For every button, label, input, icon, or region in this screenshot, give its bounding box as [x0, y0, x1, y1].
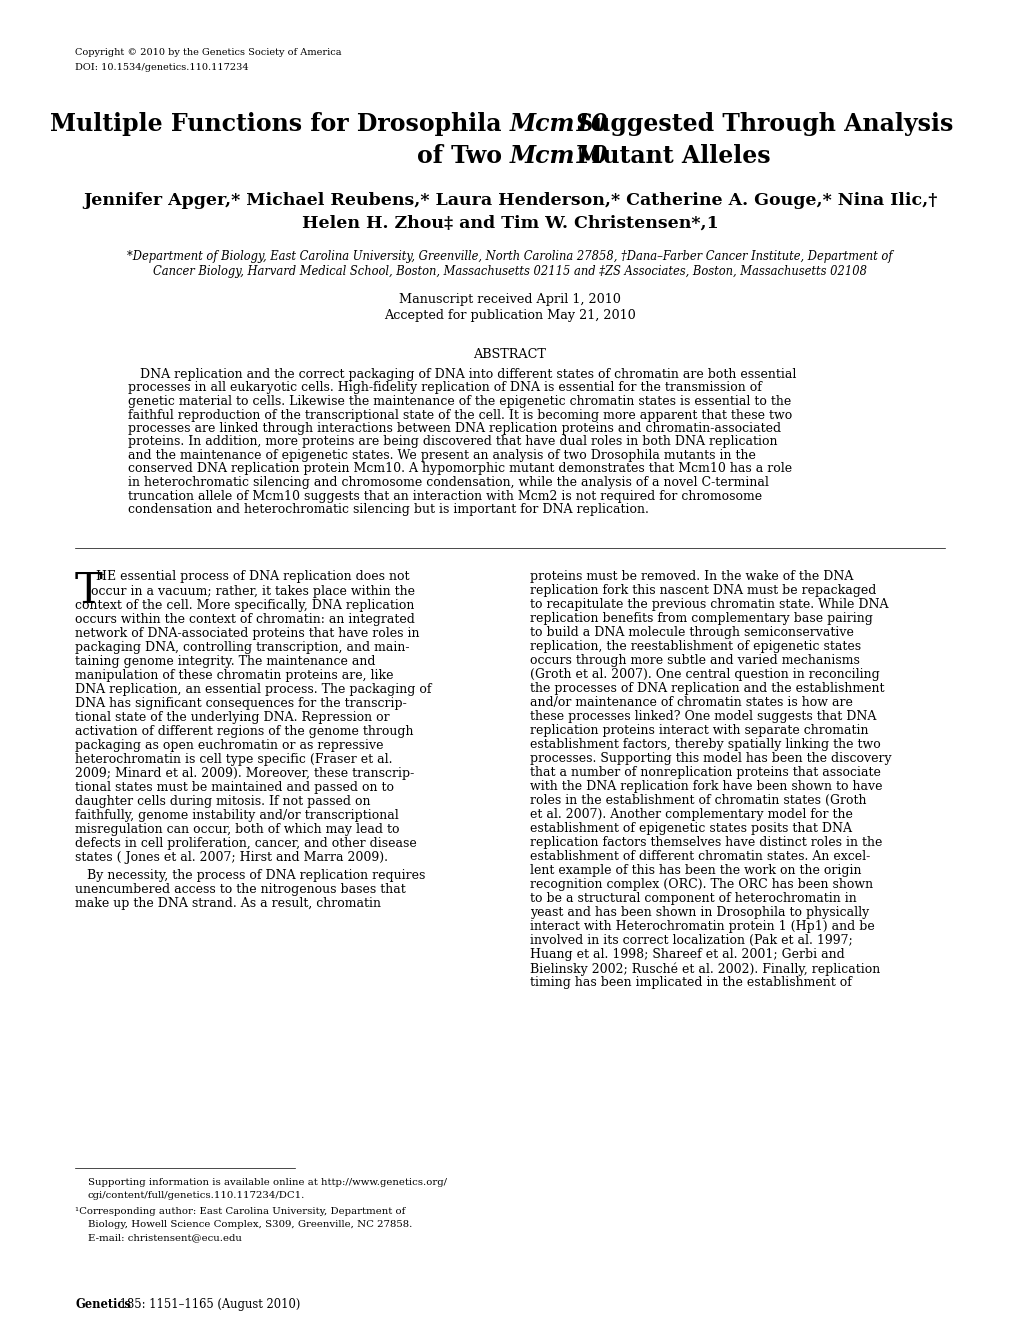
Text: faithful reproduction of the transcriptional state of the cell. It is becoming m: faithful reproduction of the transcripti… — [127, 409, 792, 421]
Text: replication factors themselves have distinct roles in the: replication factors themselves have dist… — [530, 835, 881, 849]
Text: roles in the establishment of chromatin states (Groth: roles in the establishment of chromatin … — [530, 794, 866, 808]
Text: Mcm10: Mcm10 — [510, 144, 608, 168]
Text: establishment factors, thereby spatially linking the two: establishment factors, thereby spatially… — [530, 737, 879, 751]
Text: with the DNA replication fork have been shown to have: with the DNA replication fork have been … — [530, 780, 881, 793]
Text: *Department of Biology, East Carolina University, Greenville, North Carolina 278: *Department of Biology, East Carolina Un… — [127, 250, 892, 263]
Text: Genetics: Genetics — [75, 1298, 130, 1311]
Text: processes. Supporting this model has been the discovery: processes. Supporting this model has bee… — [530, 752, 891, 765]
Text: condensation and heterochromatic silencing but is important for DNA replication.: condensation and heterochromatic silenci… — [127, 503, 648, 516]
Text: interact with Heterochromatin protein 1 (Hp1) and be: interact with Heterochromatin protein 1 … — [530, 920, 874, 933]
Text: replication proteins interact with separate chromatin: replication proteins interact with separ… — [530, 724, 867, 737]
Text: occur in a vacuum; rather, it takes place within the: occur in a vacuum; rather, it takes plac… — [75, 584, 415, 597]
Text: T: T — [75, 571, 103, 612]
Text: cgi/content/full/genetics.110.117234/DC1.: cgi/content/full/genetics.110.117234/DC1… — [88, 1192, 305, 1200]
Text: DOI: 10.1534/genetics.110.117234: DOI: 10.1534/genetics.110.117234 — [75, 64, 249, 71]
Text: these processes linked? One model suggests that DNA: these processes linked? One model sugges… — [530, 710, 875, 723]
Text: ABSTRACT: ABSTRACT — [473, 348, 546, 361]
Text: Jennifer Apger,* Michael Reubens,* Laura Henderson,* Catherine A. Gouge,* Nina I: Jennifer Apger,* Michael Reubens,* Laura… — [83, 192, 936, 209]
Text: et al. 2007). Another complementary model for the: et al. 2007). Another complementary mode… — [530, 808, 852, 821]
Text: Bielinsky 2002; Rusché et al. 2002). Finally, replication: Bielinsky 2002; Rusché et al. 2002). Fin… — [530, 963, 879, 976]
Text: proteins must be removed. In the wake of the DNA: proteins must be removed. In the wake of… — [530, 571, 853, 583]
Text: tional states must be maintained and passed on to: tional states must be maintained and pas… — [75, 781, 393, 793]
Text: states ( Jones et al. 2007; Hirst and Marra 2009).: states ( Jones et al. 2007; Hirst and Ma… — [75, 850, 387, 863]
Text: and/or maintenance of chromatin states is how are: and/or maintenance of chromatin states i… — [530, 696, 852, 708]
Text: packaging DNA, controlling transcription, and main-: packaging DNA, controlling transcription… — [75, 641, 409, 654]
Text: establishment of epigenetic states posits that DNA: establishment of epigenetic states posit… — [530, 822, 851, 835]
Text: activation of different regions of the genome through: activation of different regions of the g… — [75, 724, 413, 737]
Text: Mcm10: Mcm10 — [510, 113, 608, 136]
Text: Cancer Biology, Harvard Medical School, Boston, Massachusetts 02115 and ‡ZS Asso: Cancer Biology, Harvard Medical School, … — [153, 265, 866, 278]
Text: Supporting information is available online at http://www.genetics.org/: Supporting information is available onli… — [88, 1178, 446, 1188]
Text: (Groth et al. 2007). One central question in reconciling: (Groth et al. 2007). One central questio… — [530, 669, 879, 681]
Text: Multiple Functions for Drosophila: Multiple Functions for Drosophila — [50, 113, 510, 136]
Text: ¹Corresponding author: East Carolina University, Department of: ¹Corresponding author: East Carolina Uni… — [75, 1207, 405, 1215]
Text: Suggested Through Analysis: Suggested Through Analysis — [568, 113, 953, 136]
Text: manipulation of these chromatin proteins are, like: manipulation of these chromatin proteins… — [75, 669, 393, 682]
Text: 2009; Minard et al. 2009). Moreover, these transcrip-: 2009; Minard et al. 2009). Moreover, the… — [75, 767, 414, 780]
Text: replication fork this nascent DNA must be repackaged: replication fork this nascent DNA must b… — [530, 584, 875, 597]
Text: conserved DNA replication protein Mcm10. A hypomorphic mutant demonstrates that : conserved DNA replication protein Mcm10.… — [127, 462, 792, 475]
Text: timing has been implicated in the establishment of: timing has been implicated in the establ… — [530, 976, 851, 989]
Text: genetic material to cells. Likewise the maintenance of the epigenetic chromatin : genetic material to cells. Likewise the … — [127, 395, 791, 408]
Text: establishment of different chromatin states. An excel-: establishment of different chromatin sta… — [530, 850, 869, 863]
Text: make up the DNA strand. As a result, chromatin: make up the DNA strand. As a result, chr… — [75, 898, 381, 911]
Text: unencumbered access to the nitrogenous bases that: unencumbered access to the nitrogenous b… — [75, 883, 406, 896]
Text: E-mail: christensent@ecu.edu: E-mail: christensent@ecu.edu — [88, 1233, 242, 1242]
Text: 185: 1151–1165 (August 2010): 185: 1151–1165 (August 2010) — [116, 1298, 300, 1311]
Text: replication, the reestablishment of epigenetic states: replication, the reestablishment of epig… — [530, 639, 860, 653]
Text: misregulation can occur, both of which may lead to: misregulation can occur, both of which m… — [75, 822, 399, 835]
Text: Mutant Alleles: Mutant Alleles — [568, 144, 770, 168]
Text: that a number of nonreplication proteins that associate: that a number of nonreplication proteins… — [530, 767, 880, 779]
Text: Biology, Howell Science Complex, S309, Greenville, NC 27858.: Biology, Howell Science Complex, S309, G… — [88, 1219, 412, 1229]
Text: to build a DNA molecule through semiconservative: to build a DNA molecule through semicons… — [530, 626, 853, 639]
Text: processes in all eukaryotic cells. High-fidelity replication of DNA is essential: processes in all eukaryotic cells. High-… — [127, 381, 761, 395]
Text: daughter cells during mitosis. If not passed on: daughter cells during mitosis. If not pa… — [75, 794, 370, 808]
Text: the processes of DNA replication and the establishment: the processes of DNA replication and the… — [530, 682, 883, 695]
Text: involved in its correct localization (Pak et al. 1997;: involved in its correct localization (Pa… — [530, 933, 852, 947]
Text: truncation allele of Mcm10 suggests that an interaction with Mcm2 is not require: truncation allele of Mcm10 suggests that… — [127, 490, 761, 503]
Text: defects in cell proliferation, cancer, and other disease: defects in cell proliferation, cancer, a… — [75, 837, 417, 850]
Text: to recapitulate the previous chromatin state. While DNA: to recapitulate the previous chromatin s… — [530, 598, 888, 610]
Text: processes are linked through interactions between DNA replication proteins and c: processes are linked through interaction… — [127, 422, 781, 436]
Text: Accepted for publication May 21, 2010: Accepted for publication May 21, 2010 — [384, 308, 635, 322]
Text: By necessity, the process of DNA replication requires: By necessity, the process of DNA replica… — [75, 870, 425, 883]
Text: taining genome integrity. The maintenance and: taining genome integrity. The maintenanc… — [75, 654, 375, 667]
Text: in heterochromatic silencing and chromosome condensation, while the analysis of : in heterochromatic silencing and chromos… — [127, 477, 768, 489]
Text: context of the cell. More specifically, DNA replication: context of the cell. More specifically, … — [75, 598, 414, 612]
Text: lent example of this has been the work on the origin: lent example of this has been the work o… — [530, 865, 861, 876]
Text: faithfully, genome instability and/or transcriptional: faithfully, genome instability and/or tr… — [75, 809, 398, 821]
Text: replication benefits from complementary base pairing: replication benefits from complementary … — [530, 612, 872, 625]
Text: DNA replication and the correct packaging of DNA into different states of chroma: DNA replication and the correct packagin… — [127, 368, 796, 381]
Text: Helen H. Zhou‡ and Tim W. Christensen*,1: Helen H. Zhou‡ and Tim W. Christensen*,1 — [302, 214, 717, 232]
Text: occurs within the context of chromatin: an integrated: occurs within the context of chromatin: … — [75, 613, 415, 625]
Text: yeast and has been shown in Drosophila to physically: yeast and has been shown in Drosophila t… — [530, 906, 868, 919]
Text: recognition complex (ORC). The ORC has been shown: recognition complex (ORC). The ORC has b… — [530, 878, 872, 891]
Text: Manuscript received April 1, 2010: Manuscript received April 1, 2010 — [398, 293, 621, 306]
Text: DNA has significant consequences for the transcrip-: DNA has significant consequences for the… — [75, 696, 407, 710]
Text: proteins. In addition, more proteins are being discovered that have dual roles i: proteins. In addition, more proteins are… — [127, 436, 776, 449]
Text: heterochromatin is cell type specific (Fraser et al.: heterochromatin is cell type specific (F… — [75, 752, 392, 765]
Text: network of DNA-associated proteins that have roles in: network of DNA-associated proteins that … — [75, 626, 419, 639]
Text: of Two: of Two — [417, 144, 510, 168]
Text: packaging as open euchromatin or as repressive: packaging as open euchromatin or as repr… — [75, 739, 383, 752]
Text: DNA replication, an essential process. The packaging of: DNA replication, an essential process. T… — [75, 682, 431, 695]
Text: tional state of the underlying DNA. Repression or: tional state of the underlying DNA. Repr… — [75, 711, 389, 723]
Text: occurs through more subtle and varied mechanisms: occurs through more subtle and varied me… — [530, 654, 859, 667]
Text: Huang et al. 1998; Shareef et al. 2001; Gerbi and: Huang et al. 1998; Shareef et al. 2001; … — [530, 948, 844, 961]
Text: and the maintenance of epigenetic states. We present an analysis of two Drosophi: and the maintenance of epigenetic states… — [127, 449, 755, 462]
Text: to be a structural component of heterochromatin in: to be a structural component of heteroch… — [530, 892, 856, 906]
Text: Copyright © 2010 by the Genetics Society of America: Copyright © 2010 by the Genetics Society… — [75, 48, 341, 57]
Text: HE essential process of DNA replication does not: HE essential process of DNA replication … — [96, 571, 409, 583]
